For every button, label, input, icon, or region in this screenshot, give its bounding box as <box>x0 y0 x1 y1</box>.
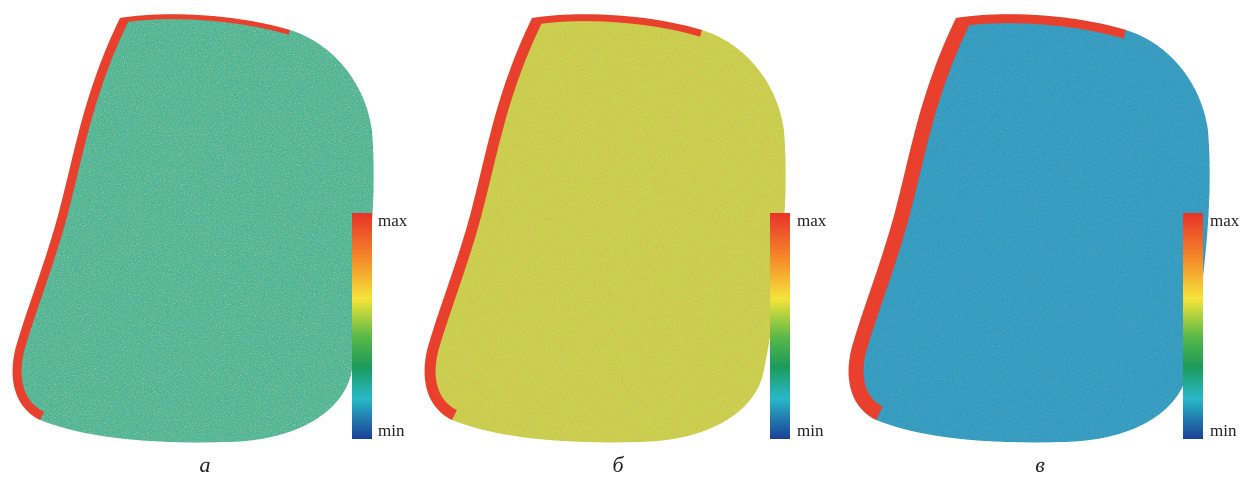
colorbar <box>352 213 372 439</box>
colorbar-min: min <box>1210 421 1237 440</box>
panel-a: max min а <box>0 0 408 477</box>
panel-label: б <box>612 452 624 477</box>
colorbar-min: min <box>378 421 405 440</box>
heatmap <box>836 0 1216 450</box>
figure: max min а max min б max min в <box>0 0 1254 484</box>
colorbar-max: max <box>1210 211 1240 230</box>
heatmap <box>0 0 380 450</box>
panel-label: в <box>1035 452 1045 477</box>
panel-label: а <box>200 452 211 477</box>
heatmap <box>412 0 792 450</box>
colorbar-max: max <box>797 211 827 230</box>
colorbar <box>770 213 790 439</box>
colorbar-min: min <box>797 421 824 440</box>
panel-c: max min в <box>836 0 1240 477</box>
panel-b: max min б <box>412 0 827 477</box>
colorbar <box>1183 213 1203 439</box>
colorbar-max: max <box>378 211 408 230</box>
